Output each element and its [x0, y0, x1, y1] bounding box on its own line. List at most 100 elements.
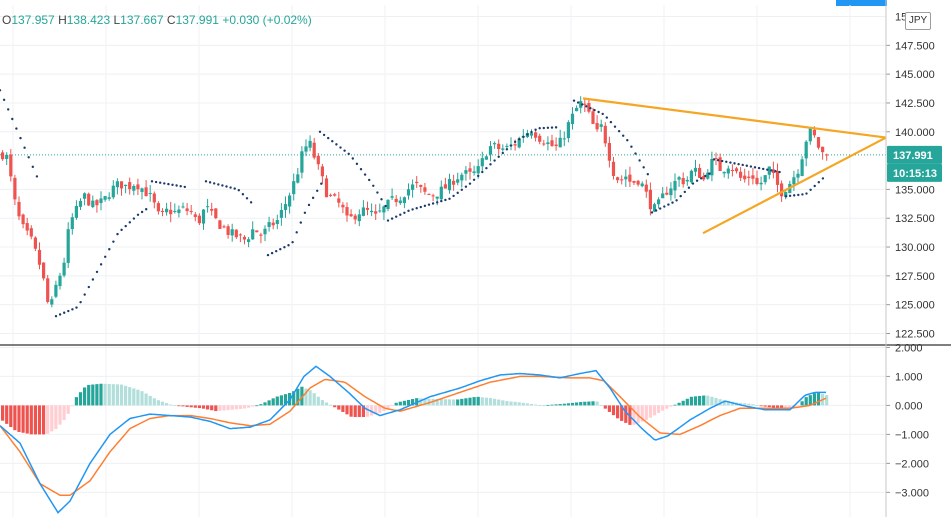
candle-body	[140, 188, 144, 192]
high-value: 138.423	[66, 13, 111, 27]
macd-histogram-bar	[513, 401, 517, 406]
psar-dot	[183, 185, 186, 189]
macd-histogram-bar	[693, 396, 698, 406]
candle-body	[513, 144, 517, 146]
psar-dot	[572, 99, 576, 102]
candle-body	[357, 214, 361, 222]
macd-histogram-bar	[128, 387, 132, 406]
psar-dot	[576, 101, 580, 104]
macd-histogram-bar	[562, 403, 566, 406]
macd-histogram-bar	[21, 405, 25, 433]
psar-dot	[505, 148, 509, 151]
psar-dot	[762, 167, 765, 171]
psar-dot	[54, 314, 58, 318]
candle-body	[337, 198, 341, 203]
candle-body	[476, 166, 480, 174]
macd-histogram-bar	[698, 395, 702, 406]
psar-dot	[464, 185, 468, 188]
candle-body	[296, 174, 300, 183]
price-tick-label: 140.000	[895, 127, 935, 139]
psar-dot	[407, 209, 410, 213]
candle-body	[616, 177, 620, 181]
psar-dot	[112, 240, 115, 243]
candle-body	[218, 220, 222, 229]
psar-dot	[646, 172, 649, 176]
candle-body	[181, 206, 185, 208]
currency-badge[interactable]: JPY	[905, 12, 931, 30]
macd-histogram-bar	[488, 398, 493, 406]
candle-body	[177, 209, 181, 213]
macd-histogram-bar	[365, 405, 370, 417]
psar-dot	[419, 205, 422, 209]
psar-dot	[179, 185, 182, 188]
psar-dot	[753, 166, 757, 169]
macd-histogram-bar	[124, 385, 128, 406]
candle-body	[300, 151, 304, 173]
psar-dot	[550, 126, 554, 129]
candle-body	[517, 138, 521, 148]
macd-histogram-bar	[624, 405, 628, 423]
candle-body	[542, 143, 546, 145]
psar-dot	[436, 201, 439, 204]
macd-histogram-bar	[349, 405, 353, 417]
psar-dot	[171, 183, 174, 187]
psar-dot	[384, 204, 387, 208]
trendline[interactable]	[702, 136, 887, 235]
macd-histogram-bar	[78, 392, 83, 406]
psar-dot	[770, 169, 773, 172]
macd-histogram-bar	[91, 384, 95, 406]
macd-histogram-bar	[546, 404, 550, 406]
candle-body	[402, 197, 406, 204]
psar-dot	[546, 126, 550, 130]
candle-body	[70, 217, 74, 230]
candle-body	[136, 184, 140, 190]
macd-histogram-bar	[214, 405, 218, 412]
macd-histogram-bar	[62, 405, 66, 420]
candle-body	[132, 185, 136, 191]
candle-body	[784, 192, 788, 197]
macd-histogram-bar	[300, 386, 304, 406]
macd-histogram-bar	[402, 400, 406, 406]
macd-histogram-bar	[210, 405, 214, 411]
candle-body	[685, 179, 689, 182]
candle-body	[255, 230, 259, 233]
psar-dot	[15, 127, 18, 130]
candle-body	[394, 198, 398, 203]
macd-histogram-bar	[706, 395, 710, 406]
psar-dot	[241, 193, 245, 196]
macd-histogram-bar	[657, 405, 661, 413]
macd-histogram-bar	[751, 404, 755, 406]
psar-dot	[372, 184, 375, 187]
psar-dot	[530, 130, 533, 134]
candle-body	[267, 222, 271, 227]
candle-body	[435, 196, 439, 199]
psar-dot	[597, 110, 600, 114]
candle-body	[370, 210, 374, 213]
macd-histogram-bar	[312, 393, 316, 406]
trendline[interactable]	[582, 97, 887, 139]
psar-dot	[307, 203, 311, 207]
psar-dot	[741, 163, 744, 167]
candle-body	[702, 176, 706, 180]
macd-histogram-bar	[230, 405, 234, 410]
psar-dot	[403, 211, 406, 214]
candle-body	[58, 275, 62, 287]
price-pane	[0, 89, 887, 318]
psar-dot	[778, 170, 781, 174]
macd-histogram-bar	[538, 405, 542, 406]
candle-body	[25, 223, 29, 231]
psar-dot	[683, 190, 686, 194]
candle-body	[620, 179, 624, 181]
psar-dot	[452, 194, 455, 198]
candle-body	[767, 166, 771, 175]
macd-histogram-bar	[501, 400, 505, 406]
candle-body	[259, 234, 263, 236]
candle-body	[550, 140, 554, 146]
psar-dot	[167, 182, 170, 186]
psar-dot	[291, 240, 294, 244]
candle-body	[447, 178, 452, 191]
candle-body	[21, 214, 25, 225]
candle-body	[345, 207, 349, 216]
candle-body	[747, 176, 751, 178]
